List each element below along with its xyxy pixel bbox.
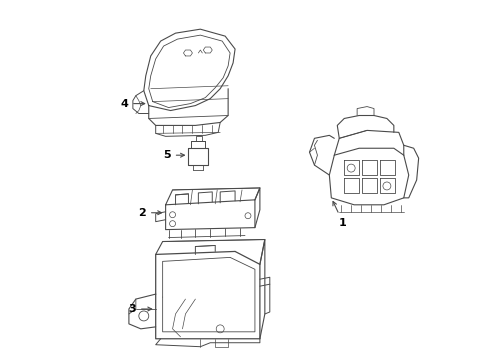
Text: 2: 2 (138, 208, 146, 218)
Text: 1: 1 (339, 218, 346, 228)
Text: 3: 3 (128, 304, 136, 314)
Text: 5: 5 (163, 150, 171, 160)
Text: 4: 4 (120, 99, 128, 109)
